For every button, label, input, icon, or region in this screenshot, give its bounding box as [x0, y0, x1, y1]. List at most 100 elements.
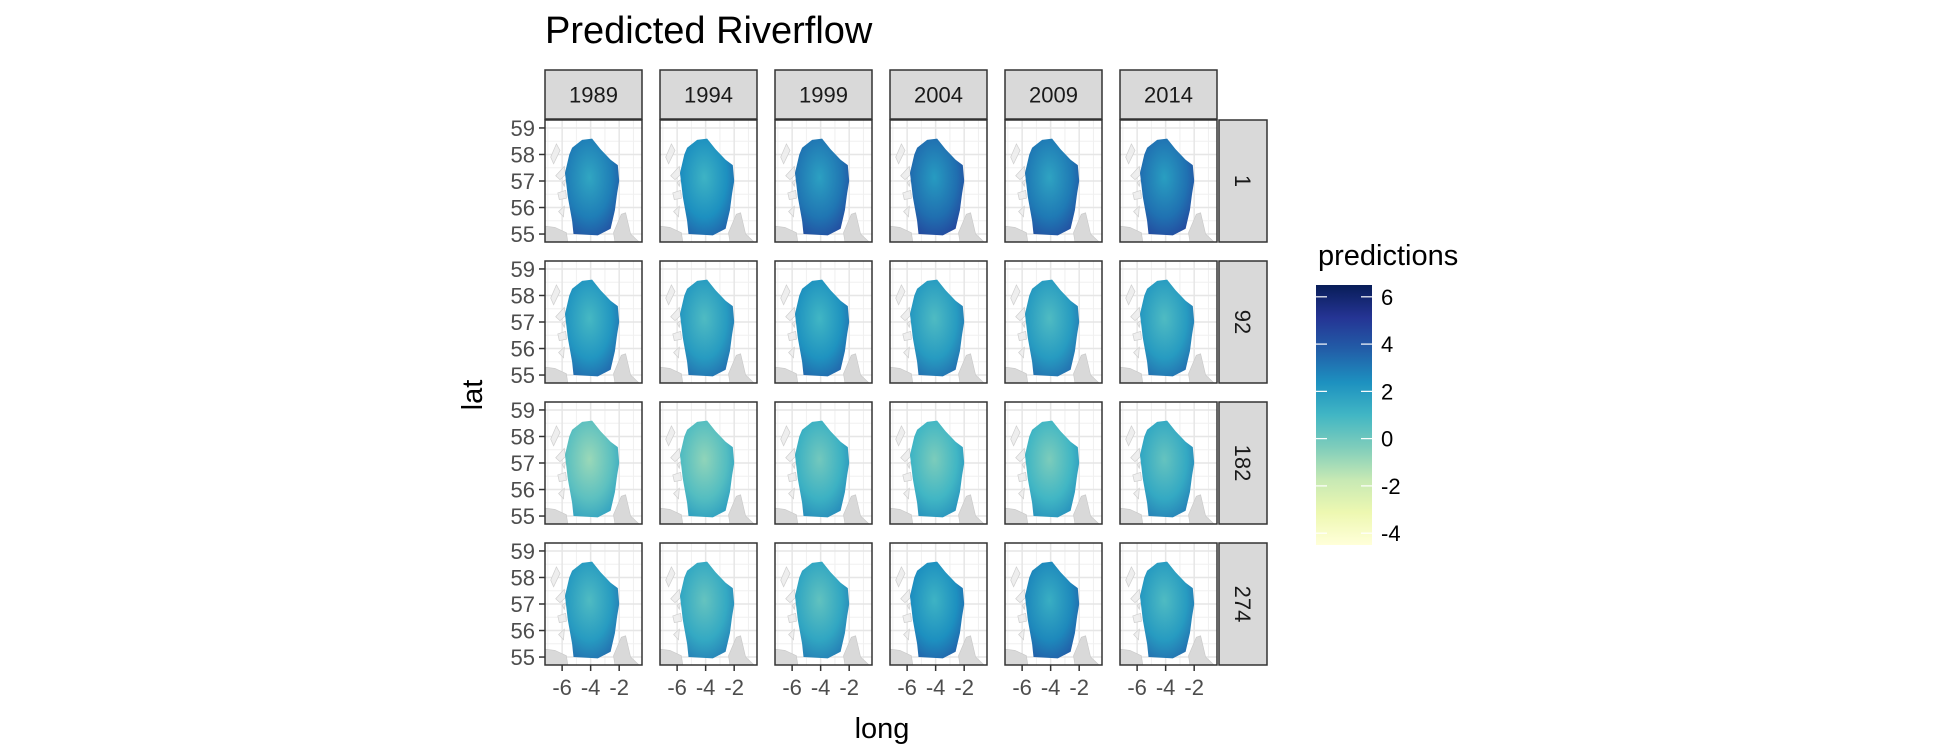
prediction-surface	[680, 561, 735, 659]
island	[1132, 612, 1142, 624]
x-tick-label: -2	[609, 675, 629, 700]
column-strip-label: 2004	[914, 83, 963, 108]
island	[1133, 346, 1140, 359]
island	[561, 178, 567, 188]
island	[1136, 178, 1142, 188]
x-tick-label: -4	[1041, 675, 1061, 700]
column-strip-label: 2014	[1144, 83, 1193, 108]
panel-border	[1119, 119, 1218, 243]
x-tick-label: -2	[724, 675, 744, 700]
island	[906, 319, 912, 329]
island	[665, 566, 676, 588]
panel-border	[1119, 401, 1218, 525]
island	[550, 284, 561, 306]
island	[902, 330, 912, 342]
column-strip-label: 1994	[684, 83, 733, 108]
panel-border	[774, 260, 873, 384]
column-strip	[889, 69, 988, 120]
row-strip	[1218, 401, 1268, 525]
prediction-surface	[1025, 279, 1080, 377]
x-tick-label: -2	[954, 675, 974, 700]
island	[1018, 487, 1025, 500]
x-tick-label: -2	[1184, 675, 1204, 700]
island	[903, 487, 910, 500]
panel-border	[774, 119, 873, 243]
facet-panels	[544, 119, 1218, 666]
y-tick-label: 57	[511, 169, 535, 194]
panel-border	[1119, 542, 1218, 666]
column-strip	[774, 69, 873, 120]
facet-panel	[889, 542, 988, 666]
y-tick-label: 58	[511, 142, 535, 167]
island	[1021, 601, 1027, 611]
prediction-surface	[1140, 561, 1195, 659]
prediction-surface	[565, 420, 620, 518]
island	[673, 346, 680, 359]
chart-title: Predicted Riverflow	[545, 10, 873, 52]
facet-panel	[544, 119, 643, 243]
island	[788, 628, 795, 641]
island	[902, 612, 912, 624]
island	[1125, 425, 1136, 447]
island	[676, 319, 682, 329]
y-tick-label: 58	[511, 565, 535, 590]
island	[895, 284, 906, 306]
island	[672, 330, 682, 342]
island	[788, 205, 795, 218]
island	[780, 425, 791, 447]
island	[791, 319, 797, 329]
y-tick-label: 57	[511, 592, 535, 617]
island	[906, 460, 912, 470]
prediction-surface	[680, 138, 735, 236]
facet-panel	[659, 401, 758, 525]
column-strip-label: 2009	[1029, 83, 1078, 108]
facet-panel	[1119, 401, 1218, 525]
island	[1133, 487, 1140, 500]
column-strip	[659, 69, 758, 120]
panel-border	[889, 119, 988, 243]
island	[550, 425, 561, 447]
island	[780, 143, 791, 165]
island	[787, 330, 797, 342]
island	[558, 346, 565, 359]
island	[561, 319, 567, 329]
y-tick-label: 55	[511, 645, 535, 670]
legend-tick-label: -4	[1381, 521, 1401, 546]
row-strips: 1 92 182 274	[1218, 119, 1268, 666]
prediction-surface	[910, 279, 965, 377]
island	[1018, 205, 1025, 218]
island	[780, 566, 791, 588]
island	[673, 205, 680, 218]
panel-border	[1004, 260, 1103, 384]
island	[665, 143, 676, 165]
island	[673, 628, 680, 641]
column-strips: 1989 1994 1999 2004 2009 2014	[544, 69, 1218, 120]
facet-panel	[659, 542, 758, 666]
legend-colorbar	[1316, 285, 1372, 545]
column-strip	[1119, 69, 1218, 120]
column-strip	[544, 69, 643, 120]
row-strip	[1218, 119, 1268, 243]
island	[1018, 346, 1025, 359]
facet-panel	[774, 542, 873, 666]
facet-panel	[544, 260, 643, 384]
island	[676, 178, 682, 188]
y-tick-label: 59	[511, 257, 535, 282]
facet-panel	[1119, 119, 1218, 243]
island	[1010, 143, 1021, 165]
island	[780, 284, 791, 306]
panel-border	[659, 260, 758, 384]
legend: predictions 6 4 2 0 -2 -4	[1316, 240, 1458, 546]
island	[1136, 601, 1142, 611]
island	[1132, 330, 1142, 342]
island	[1021, 178, 1027, 188]
island	[1021, 460, 1027, 470]
x-tick-label: -6	[1012, 675, 1032, 700]
row-strip	[1218, 260, 1268, 384]
island	[676, 601, 682, 611]
island	[1017, 612, 1027, 624]
island	[903, 346, 910, 359]
island	[1010, 284, 1021, 306]
island	[1125, 143, 1136, 165]
